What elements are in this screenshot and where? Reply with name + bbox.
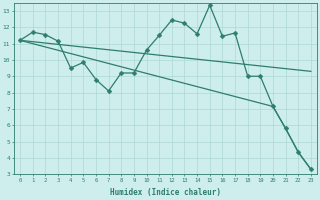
X-axis label: Humidex (Indice chaleur): Humidex (Indice chaleur) [110,188,221,197]
